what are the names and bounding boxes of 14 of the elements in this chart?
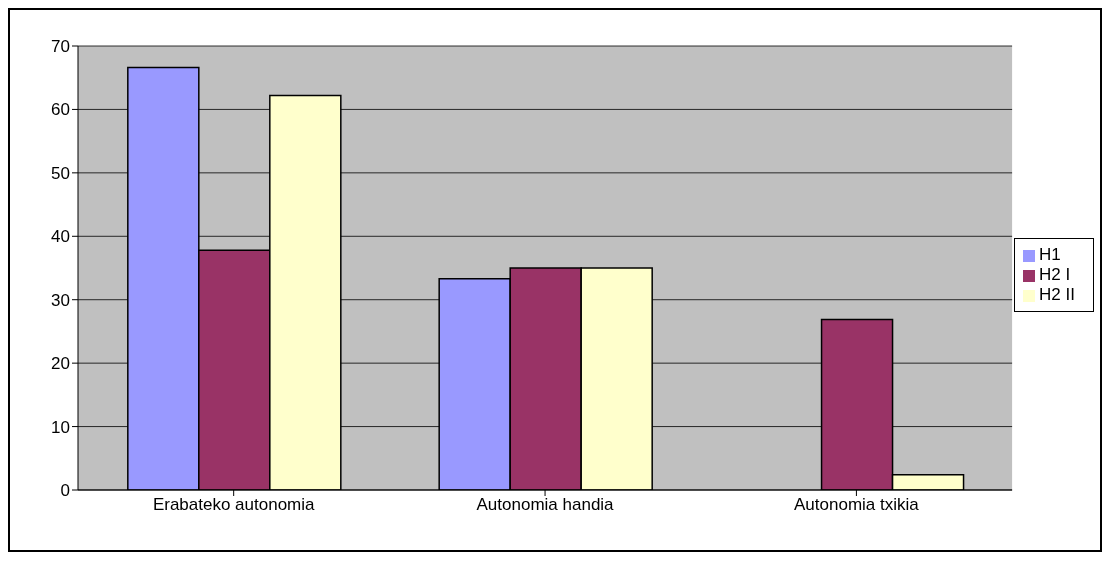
- y-tick-label: 40: [51, 227, 70, 247]
- legend-label: H2 I: [1039, 265, 1071, 284]
- legend-label: H2 II: [1039, 285, 1075, 304]
- y-tick-label: 60: [51, 100, 70, 120]
- y-tick-label: 10: [51, 417, 70, 437]
- y-tick-label: 50: [51, 163, 70, 183]
- y-tick-label: 0: [60, 481, 70, 501]
- x-tick-label: Autonomia txikia: [794, 495, 920, 515]
- x-tick-label: Erabateko autonomia: [152, 495, 316, 515]
- legend-label: H1: [1039, 245, 1061, 264]
- x-tick-label: Autonomia handia: [476, 495, 615, 515]
- y-tick-label: 20: [51, 354, 70, 374]
- y-tick-label: 70: [51, 37, 70, 57]
- y-tick-label: 30: [51, 290, 70, 310]
